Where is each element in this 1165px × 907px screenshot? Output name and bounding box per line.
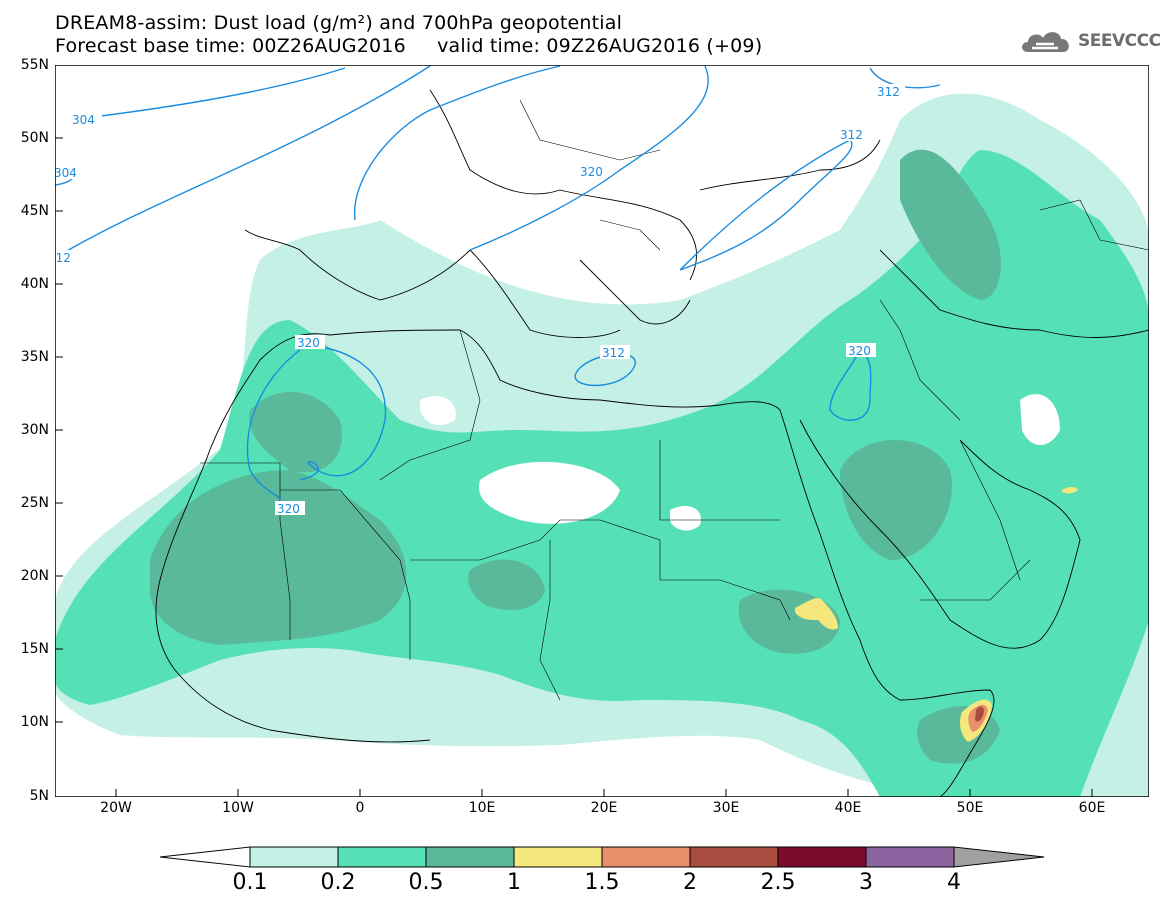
cloud-icon	[1022, 32, 1069, 52]
lon-label: 20E	[590, 800, 618, 816]
lon-label: 60E	[1078, 800, 1106, 816]
colorbar-label: 3	[859, 870, 873, 895]
lon-label: 40E	[834, 800, 862, 816]
clear-area	[670, 505, 701, 531]
colorbar-swatch	[425, 846, 515, 868]
lat-label: 55N	[20, 57, 49, 73]
coastlines	[155, 89, 1149, 797]
lat-label: 15N	[20, 641, 49, 657]
dust-area-dark	[840, 440, 952, 560]
lon-label: 10E	[468, 800, 496, 816]
contour-label: 304	[72, 113, 95, 127]
dust-area-yellow	[1062, 487, 1078, 494]
geopotential-contours	[55, 65, 941, 501]
seevccc-logo: SEEVCCC	[1018, 26, 1161, 56]
contour-label: 312	[55, 251, 71, 265]
contour-320	[469, 65, 709, 251]
contour-label: 320	[580, 165, 603, 179]
dust-area-yellow	[795, 597, 838, 630]
clear-area	[420, 396, 456, 426]
contour-320	[829, 349, 872, 421]
colorbar-under-arrow	[160, 846, 251, 868]
colorbar-swatch	[249, 846, 339, 868]
dust-area-dark	[249, 391, 342, 473]
lat-label: 45N	[20, 203, 49, 219]
contour-312	[55, 65, 431, 259]
contour-label: 320	[297, 336, 320, 350]
lat-label: 40N	[20, 276, 49, 292]
colorbar-swatch	[689, 846, 779, 868]
colorbar-label: 1.5	[584, 870, 620, 895]
lon-label: 20W	[100, 800, 132, 816]
colorbar-label: 0.1	[232, 870, 268, 895]
dust-area-dark	[468, 559, 545, 610]
axis-ticks	[55, 137, 1093, 797]
clear-area	[1020, 394, 1060, 445]
lat-label: 50N	[20, 130, 49, 146]
logo-text: SEEVCCC	[1078, 31, 1161, 51]
lat-label: 5N	[29, 788, 49, 804]
contour-label: 312	[840, 128, 863, 142]
dust-area-red	[975, 706, 984, 722]
lat-label: 10N	[20, 714, 49, 730]
colorbar-swatch	[865, 846, 955, 868]
dust-area-medium	[55, 150, 1149, 797]
lat-label: 25N	[20, 495, 49, 511]
lat-label: 30N	[20, 422, 49, 438]
lat-label: 20N	[20, 568, 49, 584]
colorbar-label: 1	[507, 870, 521, 895]
colorbar-label: 4	[947, 870, 961, 895]
contour-label: 304	[55, 166, 77, 180]
contour-label: 312	[877, 85, 900, 99]
lon-label: 30E	[712, 800, 740, 816]
lon-label: 10W	[222, 800, 254, 816]
colorbar-label: 2	[683, 870, 697, 895]
clear-area	[479, 461, 620, 524]
colorbar-over-arrow	[953, 846, 1045, 868]
dust-area-dark	[900, 149, 1001, 300]
colorbar-label: 0.5	[408, 870, 444, 895]
lon-label: 0	[355, 800, 365, 816]
contour-320	[299, 344, 387, 481]
lon-label: 50E	[956, 800, 984, 816]
lat-label: 35N	[20, 349, 49, 365]
contour-320	[246, 349, 301, 501]
map-title: DREAM8-assim: Dust load (g/m²) and 700hP…	[55, 12, 623, 34]
contour-312	[679, 139, 853, 271]
dust-area-dark	[150, 470, 407, 645]
dust-map: 304 304 312 312 312 312 320 320 320 320	[55, 65, 1149, 797]
contour-labels: 304 304 312 312 312 312 320 320 320 320	[55, 84, 905, 516]
contour-label: 312	[602, 346, 625, 360]
forecast-time-line: Forecast base time: 00Z26AUG2016 valid t…	[55, 35, 763, 57]
colorbar	[160, 846, 1045, 868]
country-borders	[200, 99, 1149, 701]
colorbar-swatch	[513, 846, 603, 868]
colorbar-label: 0.2	[320, 870, 356, 895]
colorbar-label: 2.5	[760, 870, 796, 895]
colorbar-swatch	[337, 846, 427, 868]
contour-320	[353, 65, 561, 221]
contour-label: 320	[848, 344, 871, 358]
colorbar-swatch	[777, 846, 867, 868]
contour-312	[574, 353, 636, 387]
colorbar-swatch	[601, 846, 691, 868]
contour-label: 320	[277, 502, 300, 516]
